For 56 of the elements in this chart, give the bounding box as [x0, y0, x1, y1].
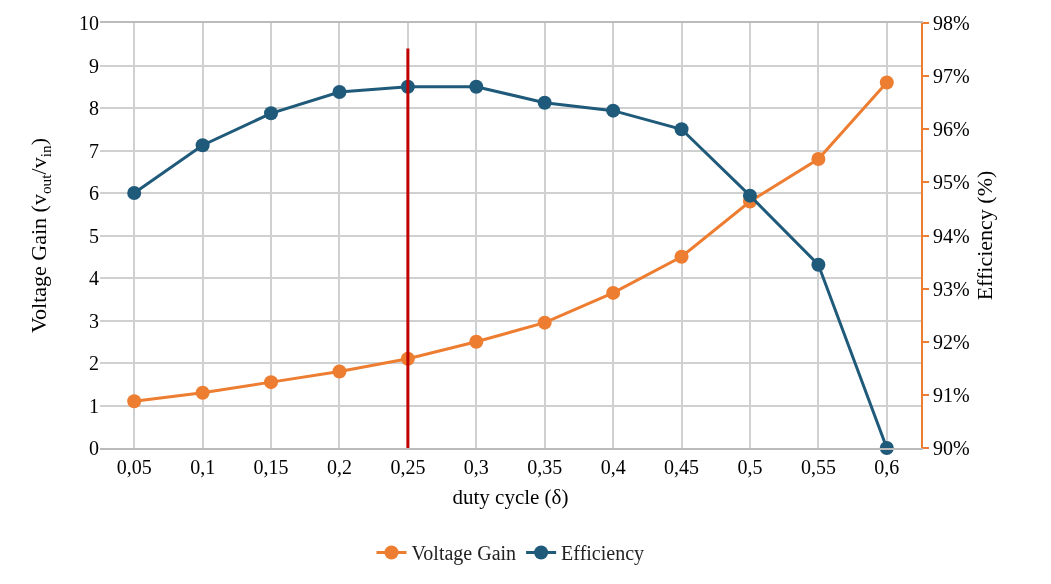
- y-tick-label: 7: [89, 139, 99, 162]
- x-tick-label: 0,4: [600, 456, 626, 478]
- x-tick-label: 0,55: [800, 456, 836, 478]
- y-tick-label: 8: [89, 97, 99, 119]
- y2-tick-label: 91%: [933, 383, 970, 406]
- y2-tick-label: 95%: [933, 171, 970, 194]
- y-tick-label: 9: [89, 54, 99, 77]
- point: [674, 249, 689, 264]
- y-tick-label: 4: [89, 267, 99, 289]
- x-tick-label: 0,45: [664, 456, 700, 478]
- y-tick-label: 5: [89, 224, 99, 247]
- point: [537, 315, 552, 330]
- point: [264, 106, 279, 121]
- point: [195, 138, 210, 153]
- legend-label: Efficiency: [561, 542, 645, 566]
- x-tick-label: 0,25: [390, 456, 426, 478]
- x-axis-title: duty cycle (δ): [452, 484, 569, 509]
- point: [195, 385, 210, 400]
- point: [127, 394, 142, 409]
- x-tick-label: 0,2: [326, 456, 352, 478]
- y-tick-label: 10: [79, 12, 99, 34]
- y-tick-label: 1: [89, 394, 99, 417]
- x-tick-label: 0,15: [253, 456, 289, 478]
- y-tick-label: 3: [89, 309, 99, 332]
- y2-tick-label: 92%: [933, 330, 970, 353]
- point: [537, 95, 552, 110]
- y-tick-label: 6: [89, 182, 99, 204]
- point: [674, 122, 689, 137]
- x-tick-label: 0,05: [116, 456, 152, 478]
- x-tick-label: 0,5: [737, 456, 763, 478]
- point: [127, 186, 142, 200]
- y-tick-label: 2: [89, 352, 99, 374]
- x-tick-label: 0,1: [190, 456, 216, 478]
- point: [811, 257, 826, 272]
- point: [469, 334, 484, 349]
- x-tick-label: 0,35: [527, 456, 563, 478]
- legend-label: Voltage Gain: [411, 542, 517, 566]
- x-tick-label: 0,3: [463, 456, 489, 478]
- point: [606, 285, 621, 300]
- point: [811, 152, 826, 166]
- point: [742, 188, 757, 203]
- y2-tick-label: 96%: [933, 118, 970, 141]
- point: [879, 75, 894, 90]
- point: [606, 103, 621, 118]
- y2-tick-label: 97%: [933, 65, 970, 88]
- point: [332, 364, 347, 379]
- y-tick-label: 0: [89, 437, 99, 459]
- point: [332, 85, 347, 100]
- y2-tick-label: 94%: [933, 224, 970, 247]
- y2-tick-label: 93%: [933, 277, 970, 300]
- x-tick-label: 0,6: [874, 456, 900, 478]
- y2-axis-title: Efficiency (%): [971, 170, 997, 301]
- point: [469, 79, 484, 94]
- y2-tick-label: 98%: [933, 12, 970, 34]
- point: [264, 375, 279, 390]
- y2-tick-label: 90%: [933, 437, 970, 459]
